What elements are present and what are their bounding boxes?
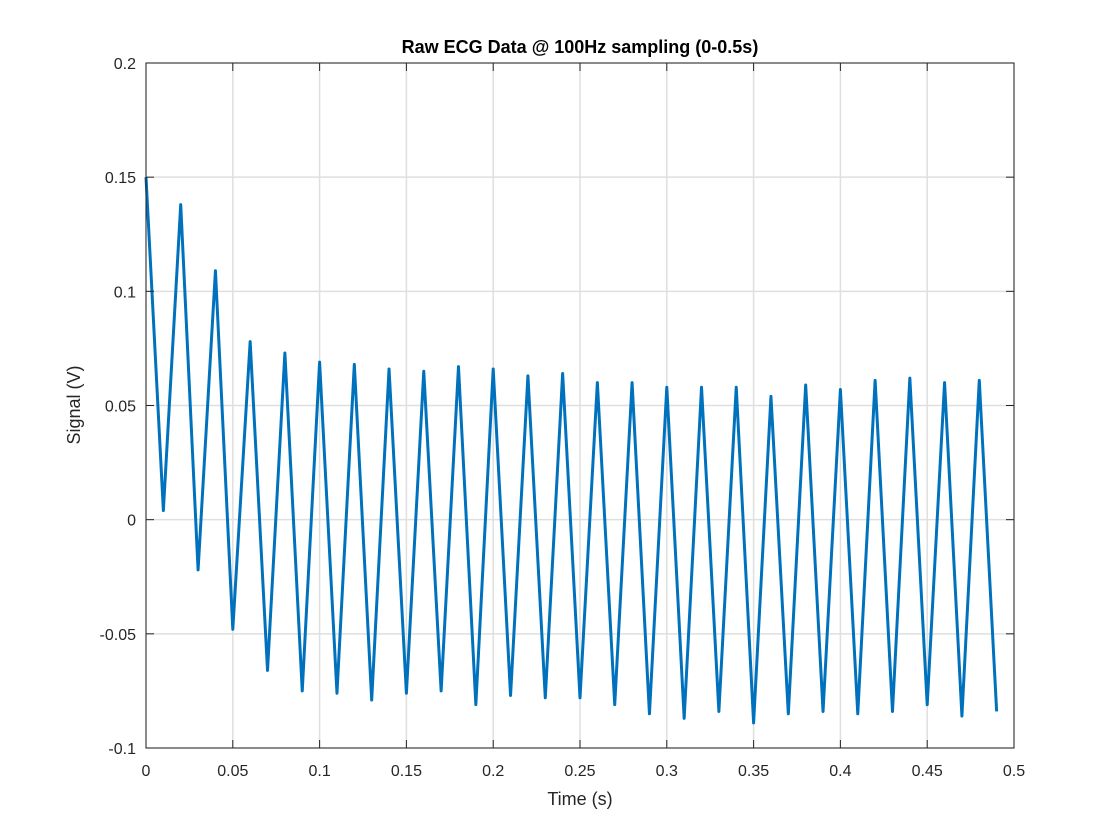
x-tick-label: 0.5 bbox=[1003, 763, 1025, 780]
y-axis-label: Signal (V) bbox=[64, 365, 84, 444]
x-tick-label: 0.25 bbox=[564, 763, 595, 780]
y-tick-label: 0 bbox=[127, 513, 136, 530]
series-layer bbox=[144, 177, 999, 725]
x-tick-label: 0.1 bbox=[308, 763, 330, 780]
tick-marks bbox=[145, 62, 1015, 749]
x-tick-label: 0.2 bbox=[482, 763, 504, 780]
y-tick-label: -0.05 bbox=[100, 627, 137, 644]
y-tick-label: 0.1 bbox=[114, 284, 136, 301]
y-tick-label: 0.15 bbox=[105, 170, 136, 187]
ecg-signal-line bbox=[144, 177, 999, 725]
x-tick-label: 0 bbox=[142, 763, 151, 780]
x-tick-label: 0.35 bbox=[738, 763, 769, 780]
x-tick-label: 0.15 bbox=[391, 763, 422, 780]
x-axis-label: Time (s) bbox=[547, 789, 612, 809]
x-tick-label: 0.4 bbox=[829, 763, 851, 780]
y-tick-label: 0.05 bbox=[105, 399, 136, 416]
x-tick-labels: 0 0.05 0.1 0.15 0.2 0.25 0.3 0.35 0.4 0.45 0.5 bbox=[142, 763, 1026, 780]
x-tick-label: 0.45 bbox=[912, 763, 943, 780]
y-tick-label: 0.2 bbox=[114, 56, 136, 73]
x-tick-label: 0.3 bbox=[656, 763, 678, 780]
y-tick-labels: -0.1 -0.05 0 0.05 0.1 0.15 0.2 bbox=[100, 56, 137, 758]
x-tick-label: 0.05 bbox=[217, 763, 248, 780]
y-tick-label: -0.1 bbox=[108, 741, 136, 758]
chart-title: Raw ECG Data @ 100Hz sampling (0-0.5s) bbox=[402, 37, 759, 57]
